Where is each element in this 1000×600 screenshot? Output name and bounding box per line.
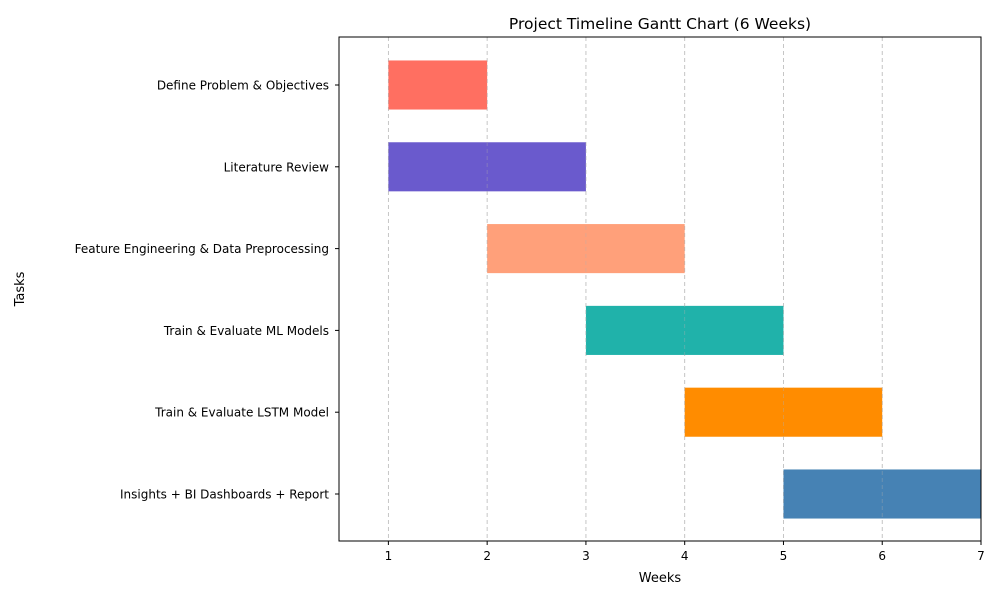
y-axis-ticks: Define Problem & Objectives Literature Re… <box>75 79 339 502</box>
task-bar-5 <box>684 387 883 437</box>
y-tick-label-2: Literature Review <box>224 160 330 174</box>
task-bars <box>388 60 981 519</box>
x-tick-label-3: 3 <box>582 549 590 563</box>
x-tick-label-4: 4 <box>681 549 689 563</box>
x-tick-label-6: 6 <box>878 549 886 563</box>
y-tick-label-4: Train & Evaluate ML Models <box>163 324 329 338</box>
task-bar-6 <box>783 469 981 519</box>
task-bar-2 <box>388 142 586 192</box>
x-axis-title: Weeks <box>639 571 682 586</box>
plot-frame <box>338 36 982 542</box>
y-tick-label-5: Train & Evaluate LSTM Model <box>154 406 329 420</box>
x-tick-label-5: 5 <box>780 549 788 563</box>
y-tick-label-1: Define Problem & Objectives <box>157 79 329 93</box>
x-tick-label-2: 2 <box>483 549 491 563</box>
grid-lines <box>387 37 883 541</box>
chart-title: Project Timeline Gantt Chart (6 Weeks) <box>509 15 811 33</box>
x-tick-label-7: 7 <box>977 549 985 563</box>
x-axis-ticks: 1 2 3 4 5 6 7 <box>385 541 985 563</box>
y-tick-label-3: Feature Engineering & Data Preprocessing <box>75 242 329 256</box>
y-tick-label-6: Insights + BI Dashboards + Report <box>120 488 329 502</box>
task-bar-1 <box>388 60 488 110</box>
y-axis-title: Tasks <box>13 271 28 307</box>
x-tick-label-1: 1 <box>385 549 393 563</box>
task-bar-3 <box>487 224 685 274</box>
task-bar-4 <box>585 305 784 355</box>
grid-lines-overlay <box>387 37 883 541</box>
